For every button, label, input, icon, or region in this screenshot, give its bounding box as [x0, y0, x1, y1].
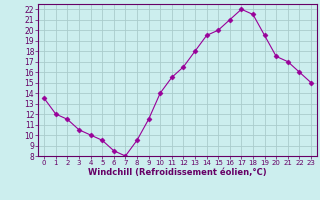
X-axis label: Windchill (Refroidissement éolien,°C): Windchill (Refroidissement éolien,°C)	[88, 168, 267, 177]
